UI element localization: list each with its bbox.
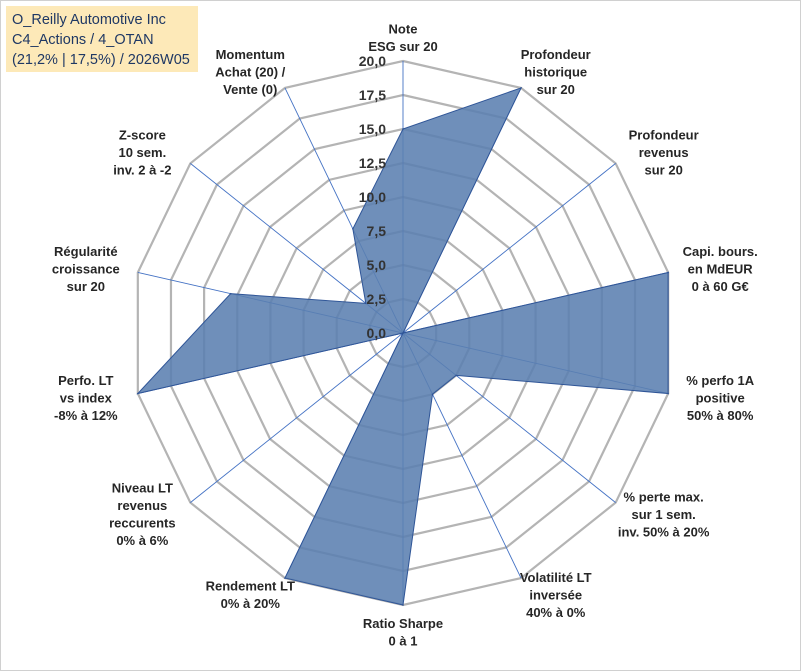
category-label-3-line-2: 0 à 60 G€ <box>692 279 749 294</box>
category-label-13: Momentum Achat (20) / Vente (0) <box>215 47 285 97</box>
category-label-2-line-0: Profondeur <box>629 128 699 143</box>
category-label-11: Régularité croissance sur 20 <box>52 244 120 294</box>
category-label-8-line-1: 0% à 20% <box>221 596 281 611</box>
radar-category-labels: Note ESG sur 20 Profondeur historique sur 20… <box>52 22 758 649</box>
category-label-12-line-1: 10 sem. <box>118 145 166 160</box>
category-label-9: Niveau LT revenus reccurents 0% à 6% <box>109 481 175 548</box>
spoke-2 <box>402 163 616 334</box>
series-point-3 <box>667 271 669 274</box>
title-line-1: O_Reilly Automotive Inc <box>12 12 166 28</box>
category-label-10: Perfo. LT vs index -8% à 12% <box>54 373 118 423</box>
category-label-4: % perfo 1A positive 50% à 80% <box>686 373 755 423</box>
category-label-1-line-2: sur 20 <box>537 82 575 97</box>
category-label-6-line-2: 40% à 0% <box>526 605 586 620</box>
category-label-2-line-1: revenus <box>639 145 689 160</box>
category-label-11-line-1: croissance <box>52 261 120 276</box>
category-label-7-line-1: 0 à 1 <box>389 634 418 649</box>
category-label-2: Profondeur revenus sur 20 <box>629 128 699 178</box>
category-label-3-line-1: en MdEUR <box>688 261 754 276</box>
category-label-13-line-0: Momentum <box>216 47 285 62</box>
series-point-8 <box>284 577 286 579</box>
category-label-10-line-1: vs index <box>60 391 113 406</box>
category-label-9-line-3: 0% à 6% <box>116 533 168 548</box>
series-point-9 <box>402 332 404 334</box>
category-label-5-line-2: inv. 50% à 20% <box>618 524 710 539</box>
category-label-6-line-0: Volatilité LT <box>520 570 592 585</box>
category-label-0-line-1: ESG sur 20 <box>368 39 437 54</box>
category-label-8-line-0: Rendement LT <box>206 579 295 594</box>
radar-tick-labels: 0,0 2,5 5,0 7,5 10,0 12,5 15,0 17,5 20,0 <box>359 53 386 341</box>
category-label-9-line-0: Niveau LT <box>112 481 173 496</box>
category-label-1-line-0: Profondeur <box>521 47 591 62</box>
tick-label-5: 12,5 <box>359 155 386 171</box>
series-point-10 <box>137 392 139 395</box>
category-label-7-line-0: Ratio Sharpe <box>363 616 443 631</box>
category-label-4-line-0: % perfo 1A <box>686 373 755 388</box>
series-point-6 <box>431 393 434 396</box>
category-label-13-line-1: Achat (20) / <box>215 65 285 80</box>
category-label-9-line-2: reccurents <box>109 516 175 531</box>
category-label-12-line-2: inv. 2 à -2 <box>113 163 171 178</box>
category-label-4-line-1: positive <box>696 391 745 406</box>
tick-label-3: 7,5 <box>367 223 387 239</box>
series-area-0 <box>136 87 669 606</box>
series-point-1 <box>520 87 522 89</box>
series-point-11 <box>229 292 232 295</box>
title-line-3: (21,2% | 17,5%) / 2026W05 <box>12 52 190 68</box>
category-label-6: Volatilité LT inversée 40% à 0% <box>520 570 592 620</box>
category-label-13-line-2: Vente (0) <box>223 82 277 97</box>
category-label-0: Note ESG sur 20 <box>368 22 437 55</box>
tick-label-4: 10,0 <box>359 189 386 205</box>
title-line-2: C4_Actions / 4_OTAN <box>12 32 154 48</box>
series-point-4 <box>667 392 669 395</box>
category-label-3: Capi. bours. en MdEUR 0 à 60 G€ <box>683 244 758 294</box>
category-label-0-line-0: Note <box>389 22 418 37</box>
category-label-11-line-0: Régularité <box>54 244 118 259</box>
spoke-9 <box>190 332 404 503</box>
tick-label-1: 2,5 <box>367 291 387 307</box>
category-label-8: Rendement LT 0% à 20% <box>206 579 295 612</box>
category-label-9-line-1: revenus <box>117 498 167 513</box>
radar-series <box>136 87 669 606</box>
category-label-6-line-1: inversée <box>529 587 582 602</box>
series-point-5 <box>455 374 457 377</box>
tick-label-8: 20,0 <box>359 53 386 69</box>
tick-label-7: 17,5 <box>359 87 386 103</box>
category-label-12-line-0: Z-score <box>119 128 166 143</box>
tick-label-6: 15,0 <box>359 121 386 137</box>
category-label-2-line-2: sur 20 <box>645 163 683 178</box>
category-label-10-line-2: -8% à 12% <box>54 408 118 423</box>
category-label-5: % perte max. sur 1 sem. inv. 50% à 20% <box>618 489 710 539</box>
category-label-3-line-0: Capi. bours. <box>683 244 758 259</box>
series-point-7 <box>402 604 404 606</box>
series-point-13 <box>352 228 354 230</box>
category-label-5-line-0: % perte max. <box>624 489 704 504</box>
tick-label-2: 5,0 <box>367 257 387 273</box>
category-label-7: Ratio Sharpe 0 à 1 <box>363 616 443 649</box>
tick-label-0: 0,0 <box>367 325 387 341</box>
category-label-5-line-1: sur 1 sem. <box>631 507 695 522</box>
category-label-10-line-0: Perfo. LT <box>58 373 113 388</box>
series-point-0 <box>402 128 404 130</box>
chart-title-box: O_Reilly Automotive Inc C4_Actions / 4_O… <box>6 6 198 72</box>
category-label-12: Z-score 10 sem. inv. 2 à -2 <box>113 128 171 178</box>
series-point-12 <box>364 302 367 305</box>
category-label-1: Profondeur historique sur 20 <box>521 47 591 97</box>
category-label-1-line-1: historique <box>524 65 587 80</box>
category-label-11-line-2: sur 20 <box>67 279 105 294</box>
category-label-4-line-2: 50% à 80% <box>687 408 754 423</box>
